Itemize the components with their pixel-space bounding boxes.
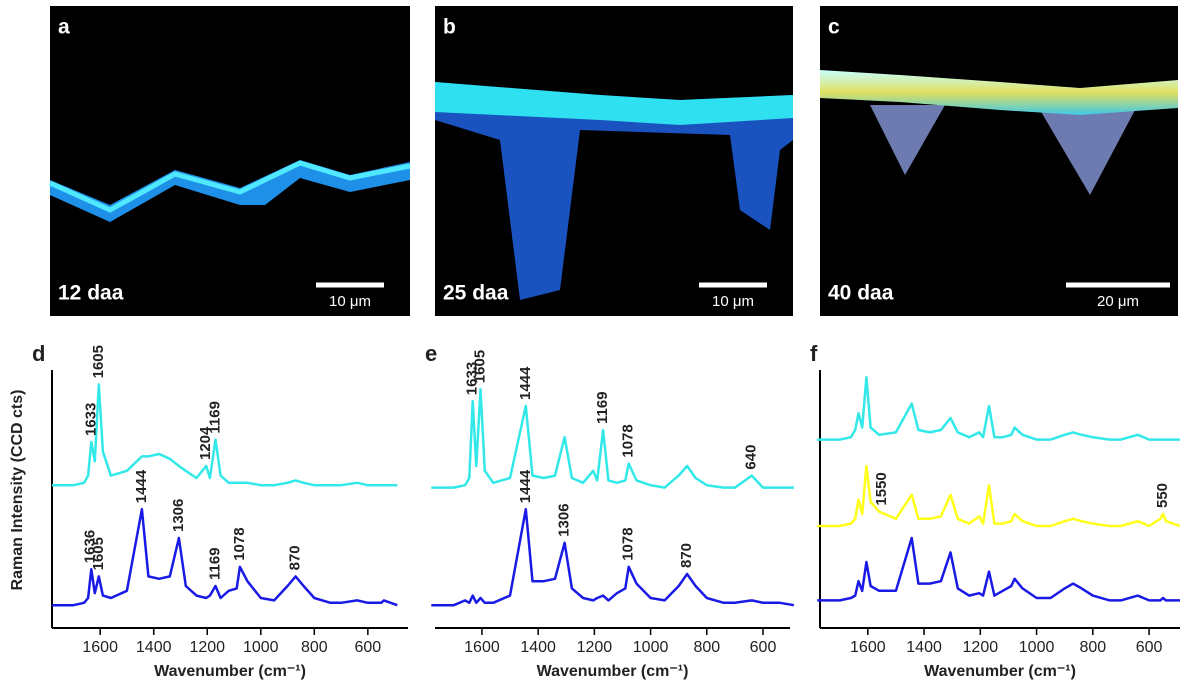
spectrum [817,375,1180,441]
spectrum [817,536,1180,602]
x-tick-label: 1400 [520,639,556,656]
x-tick-label: 1200 [963,639,999,656]
x-tick-label: 1400 [136,639,172,656]
peak-label: 1078 [620,424,637,457]
scale-bar-label: 20 μm [1097,293,1139,310]
peak-label: 640 [743,445,760,470]
spectrum [431,387,794,489]
peak-label: 1633 [464,362,481,395]
spectrum [52,383,398,487]
spectrum [52,507,398,607]
x-axis-label: Wavenumber (cm⁻¹) [924,663,1076,680]
x-tick-label: 1200 [189,639,225,656]
x-axis-label: Wavenumber (cm⁻¹) [154,663,306,680]
panel-letter: b [443,16,456,39]
x-tick-label: 1400 [906,639,942,656]
spectrum [817,464,1181,528]
image-label: 12 daa [58,282,124,305]
x-tick-label: 1000 [633,639,669,656]
x-tick-label: 1600 [82,639,118,656]
x-tick-label: 1000 [243,639,279,656]
image-b [435,6,793,316]
peak-label: 1444 [517,469,534,503]
x-tick-label: 600 [1136,639,1163,656]
scale-bar-label: 10 μm [329,293,371,310]
panel-letter: f [810,341,818,366]
x-tick-label: 800 [693,639,720,656]
peak-label: 1633 [82,403,99,436]
peak-label: 1204 [197,426,214,460]
peak-label: 1636 [82,530,99,563]
peak-label: 1605 [90,345,107,378]
peak-label: 1306 [556,503,573,536]
panel-letter: e [425,341,437,366]
image-label: 40 daa [828,282,894,305]
y-axis-label: Raman Intensity (CCD cts) [9,390,26,591]
peak-label: 1169 [207,401,224,434]
scale-bar-label: 10 μm [712,293,754,310]
image-a [48,6,411,316]
x-tick-label: 1600 [464,639,500,656]
x-tick-label: 1000 [1019,639,1055,656]
panel-letter: a [58,16,70,39]
image-label: 25 daa [443,282,509,305]
x-tick-label: 600 [354,639,381,656]
peak-label: 1078 [620,527,637,560]
x-axis-label: Wavenumber (cm⁻¹) [537,663,689,680]
peak-label: 550 [1154,483,1171,508]
peak-label: 1550 [873,472,890,505]
peak-label: 1078 [231,527,248,560]
peak-label: 870 [287,545,304,570]
peak-label: 1169 [594,391,611,424]
x-tick-label: 800 [301,639,328,656]
x-tick-label: 1200 [577,639,613,656]
axes [51,370,821,628]
panel-letter: c [828,16,840,39]
x-tick-label: 800 [1079,639,1106,656]
peak-label: 870 [678,543,695,568]
peak-label: 1306 [170,499,187,532]
peak-label: 1605 [90,537,107,570]
peak-label: 1169 [207,547,224,580]
x-tick-label: 600 [750,639,777,656]
x-tick-label: 1600 [850,639,886,656]
image-c [820,6,1178,316]
spectrum [431,507,795,607]
peak-label: 1444 [517,366,534,400]
peak-label: 1444 [133,469,150,503]
peak-label: 1605 [472,350,489,383]
panel-letter: d [32,341,45,366]
